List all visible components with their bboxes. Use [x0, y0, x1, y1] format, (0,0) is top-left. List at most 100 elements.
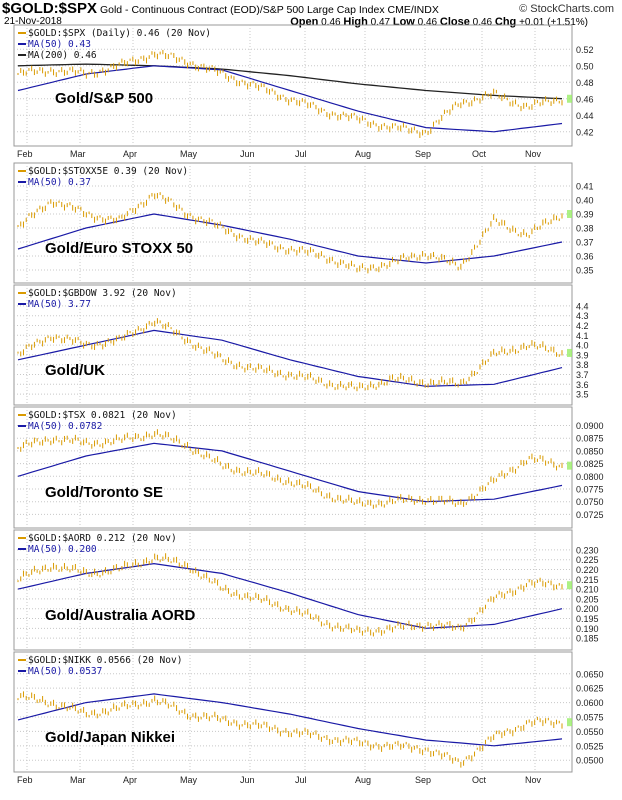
ma200-line: [17, 63, 563, 100]
y-tick-label: 4.0: [576, 341, 589, 351]
legend-entry: MA(50) 0.200: [28, 544, 97, 555]
legend-entry: $GOLD:$GBDOW 3.92 (20 Nov): [28, 288, 177, 299]
y-tick-label: 0.0500: [576, 756, 604, 766]
last-price-marker: [567, 94, 572, 103]
last-price-marker: [567, 718, 572, 727]
panel-6: 0.0650 0.0625 0.0600 0.0575 0.0550 0.0525 0.05…: [13, 651, 604, 785]
legend-entry: $GOLD:$NIKK 0.0566 (20 Nov): [28, 655, 182, 666]
legend-entry: MA(50) 0.0782: [28, 421, 102, 432]
y-tick-label: 0.0850: [576, 446, 604, 456]
exchange: CME/INDX: [387, 4, 439, 16]
y-tick-label: 0.230: [576, 545, 599, 555]
panel-3: 4.44.34.24.14.03.93.83.73.63.5 $GOLD:$GBD…: [13, 284, 589, 406]
y-tick-label: 0.40: [576, 196, 594, 206]
y-tick-label: 0.220: [576, 565, 599, 575]
last-price-marker: [567, 348, 572, 357]
y-tick-label: 0.37: [576, 238, 594, 248]
x-tick-label: May: [180, 775, 198, 785]
x-tick-label: Oct: [472, 775, 487, 785]
legend-entry: $GOLD:$SPX (Daily) 0.46 (20 Nov): [28, 28, 211, 39]
y-tick-label: 0.195: [576, 614, 599, 624]
y-tick-label: 4.4: [576, 301, 589, 311]
y-tick-label: 0.0825: [576, 459, 604, 469]
y-tick-label: 0.38: [576, 224, 594, 234]
panel-title: Gold/S&P 500: [55, 90, 153, 107]
legend-entry: MA(200) 0.46: [28, 50, 97, 61]
x-tick-label: Feb: [17, 775, 33, 785]
description: Gold - Continuous Contract (EOD)/S&P 500…: [99, 4, 385, 16]
panel-title: Gold/UK: [45, 362, 105, 379]
brand: © StockCharts.com: [519, 3, 614, 15]
y-tick-label: 0.0725: [576, 510, 604, 520]
y-tick-label: 0.0750: [576, 497, 604, 507]
y-tick-label: 0.0875: [576, 434, 604, 444]
ma50-line: [17, 442, 563, 503]
y-tick-label: 0.39: [576, 210, 594, 220]
y-tick-label: 0.0600: [576, 698, 604, 708]
legend-entry: $GOLD:$AORD 0.212 (20 Nov): [28, 533, 177, 544]
x-tick-label: Jul: [295, 775, 307, 785]
symbol: $GOLD:$SPX: [2, 0, 98, 17]
x-tick-label: Aug: [355, 149, 371, 159]
low-value: 0.46: [417, 17, 438, 28]
y-tick-label: 0.0900: [576, 421, 604, 431]
y-tick-label: 0.0625: [576, 684, 604, 694]
y-tick-label: 0.50: [576, 61, 594, 71]
y-tick-label: 4.3: [576, 311, 589, 321]
y-tick-label: 0.200: [576, 604, 599, 614]
y-tick-label: 3.7: [576, 370, 589, 380]
ma50-line: [17, 213, 563, 264]
x-tick-label: Jun: [240, 775, 255, 785]
x-tick-label: Sep: [415, 149, 431, 159]
y-tick-label: 0.42: [576, 127, 594, 137]
last-price-marker: [567, 461, 572, 470]
y-tick-label: 3.6: [576, 380, 589, 390]
y-tick-label: 0.44: [576, 111, 594, 121]
legend-entry: MA(50) 0.43: [28, 39, 91, 50]
y-tick-label: 3.9: [576, 350, 589, 360]
x-tick-label: Apr: [123, 149, 137, 159]
panel-2: 0.41 0.40 0.39 0.38 0.37 0.36 0.35 $GOLD:$STOXX…: [13, 162, 594, 284]
y-tick-label: 0.215: [576, 575, 599, 585]
y-tick-label: 0.0525: [576, 741, 604, 751]
y-tick-label: 0.46: [576, 94, 594, 104]
panel-title: Gold/Toronto SE: [45, 484, 163, 501]
high-value: 0.47: [370, 17, 391, 28]
panel-title: Gold/Euro STOXX 50: [45, 240, 193, 257]
x-tick-label: Mar: [70, 775, 86, 785]
chg-value: +0.01 (+1.51%): [519, 17, 588, 28]
y-tick-label: 0.0650: [576, 669, 604, 679]
panel-title: Gold/Australia AORD: [45, 607, 195, 624]
x-tick-label: Sep: [415, 775, 431, 785]
x-tick-label: Oct: [472, 149, 487, 159]
y-tick-label: 0.36: [576, 252, 594, 262]
panel-4: 0.0900 0.0875 0.0850 0.0825 0.0800 0.0775 0.07…: [13, 406, 604, 529]
y-tick-label: 3.5: [576, 390, 589, 400]
y-tick-label: 0.210: [576, 585, 599, 595]
y-tick-label: 0.225: [576, 555, 599, 565]
x-tick-label: May: [180, 149, 198, 159]
panel-frame: [13, 529, 573, 651]
x-tick-label: Feb: [17, 149, 33, 159]
x-tick-label: Nov: [525, 775, 542, 785]
open-value: 0.46: [321, 17, 341, 28]
y-tick-label: 0.41: [576, 182, 594, 192]
y-tick-label: 0.48: [576, 78, 594, 88]
legend-entry: MA(50) 3.77: [28, 299, 91, 310]
y-tick-label: 4.1: [576, 331, 589, 341]
ma50-line: [17, 693, 563, 747]
legend-entry: MA(50) 0.37: [28, 177, 91, 188]
x-tick-label: Jun: [240, 149, 255, 159]
y-tick-label: 0.185: [576, 634, 599, 644]
y-tick-label: 0.190: [576, 624, 599, 634]
x-tick-label: Aug: [355, 775, 371, 785]
panel-frame: [13, 651, 573, 773]
x-tick-label: Mar: [70, 149, 86, 159]
legend-entry: $GOLD:$STOXX5E 0.39 (20 Nov): [28, 166, 188, 177]
y-tick-label: 0.0775: [576, 485, 604, 495]
close-value: 0.46: [472, 17, 493, 28]
chart-date: 21-Nov-2018: [4, 16, 62, 27]
x-tick-label: Apr: [123, 775, 137, 785]
panel-frame: [13, 24, 573, 147]
